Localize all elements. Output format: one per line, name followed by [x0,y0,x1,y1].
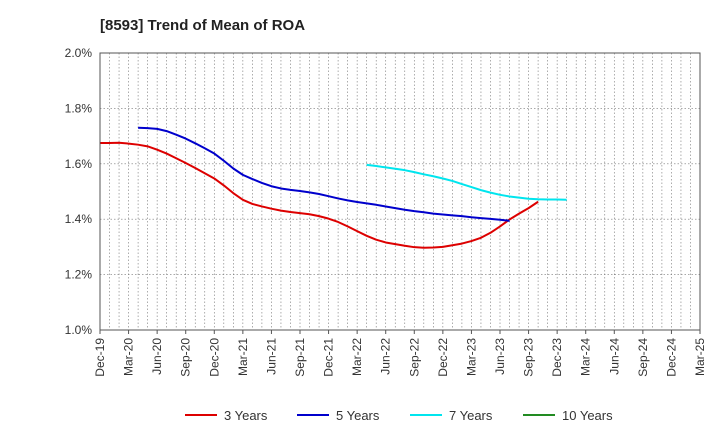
y-tick-label: 1.6% [65,157,93,171]
y-tick-label: 2.0% [65,46,93,60]
grid-lines [100,53,700,330]
y-axis-ticks: 1.0% 1.2% 1.4% 1.6% 1.8% 2.0% [65,46,93,337]
x-axis-ticks: Dec-19 Mar-20 Jun-20 Sep-20 Dec-20 Mar-21 Jun-… [93,330,707,377]
x-tick-label: Jun-21 [264,338,278,375]
x-tick-label: Jun-20 [150,338,164,375]
x-tick-label: Sep-21 [293,338,307,377]
x-tick-label: Sep-22 [407,338,421,377]
x-tick-label: Dec-23 [550,338,564,377]
y-tick-label: 1.2% [65,268,93,282]
series-line-5-years [138,126,510,222]
x-tick-label: Dec-21 [322,338,336,377]
y-tick-label: 1.8% [65,101,93,115]
x-tick-label: Sep-20 [179,338,193,377]
legend-label: 10 Years [562,408,613,423]
x-tick-label: Sep-24 [636,338,650,377]
legend-label: 3 Years [224,408,268,423]
x-tick-label: Jun-22 [379,338,393,375]
series-lines [100,126,567,249]
x-tick-label: Dec-24 [664,338,678,377]
plot-frame [99,52,701,331]
legend: 3 Years 5 Years 7 Years 10 Years [185,408,613,423]
chart-title: [8593] Trend of Mean of ROA [100,17,305,34]
x-tick-label: Mar-20 [122,338,136,376]
series-line-7-years [366,163,567,201]
legend-label: 7 Years [449,408,493,423]
series-line-3-years [100,141,539,249]
x-tick-label: Mar-25 [693,338,707,376]
x-tick-label: Mar-23 [464,338,478,376]
x-tick-label: Mar-22 [350,338,364,376]
x-tick-label: Jun-24 [607,338,621,375]
legend-label: 5 Years [336,408,380,423]
x-tick-label: Mar-24 [579,338,593,376]
y-tick-label: 1.4% [65,212,93,226]
x-tick-label: Jun-23 [493,338,507,375]
x-tick-label: Dec-19 [93,338,107,377]
y-tick-label: 1.0% [65,323,93,337]
x-tick-label: Dec-22 [436,338,450,377]
x-tick-label: Sep-23 [522,338,536,377]
x-tick-label: Mar-21 [236,338,250,376]
x-tick-label: Dec-20 [207,338,221,377]
